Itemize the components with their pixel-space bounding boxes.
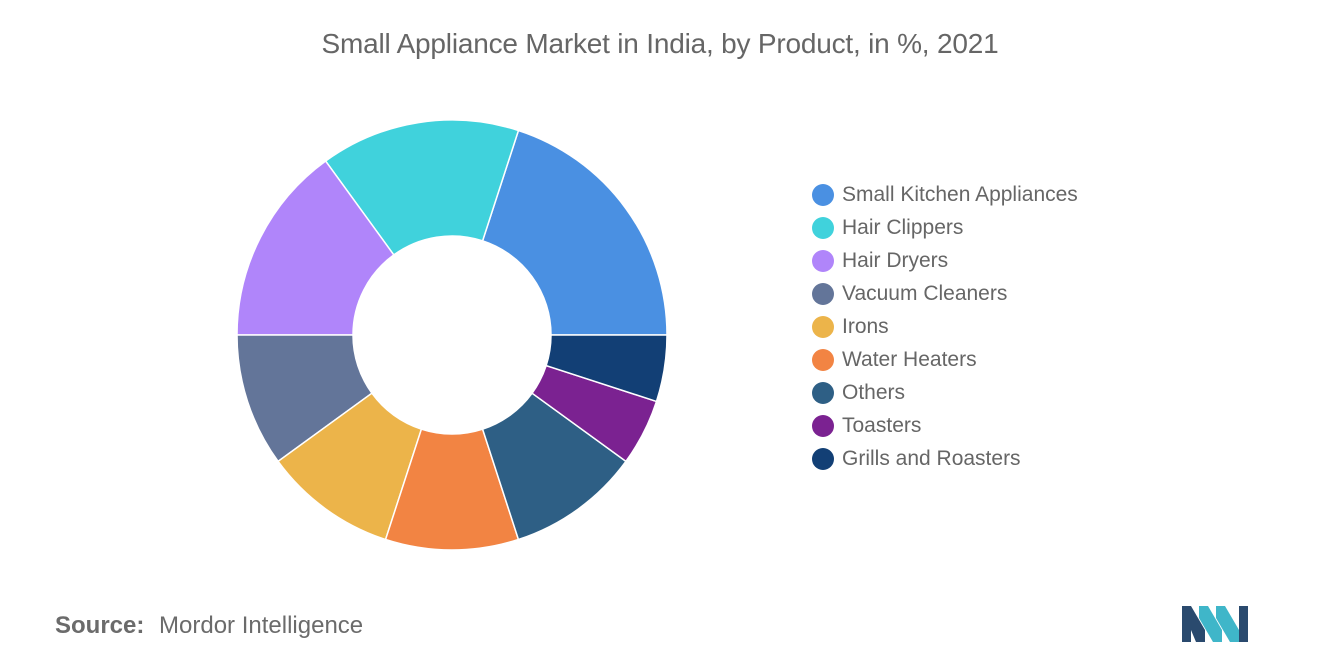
legend-item: Hair Clippers [812,211,1232,244]
source-note: Source: Mordor Intelligence [55,612,363,640]
legend-label: Others [842,380,906,404]
legend-swatch [812,216,834,239]
legend-item: Small Kitchen Appliances [812,178,1232,211]
legend-swatch [812,348,834,371]
legend-swatch [812,183,834,206]
legend-item: Grills and Roasters [812,442,1232,475]
legend-item: Others [812,376,1232,409]
legend-label: Hair Dryers [842,248,949,272]
legend-item: Water Heaters [812,343,1232,376]
legend-swatch [812,315,834,338]
legend-item: Vacuum Cleaners [812,277,1232,310]
legend-label: Water Heaters [842,347,977,371]
legend-swatch [812,447,834,470]
legend-swatch [812,414,834,437]
legend-label: Vacuum Cleaners [842,281,1008,305]
source-text: Mordor Intelligence [159,612,364,639]
legend-swatch [812,249,834,272]
chart-legend: Small Kitchen Appliances Hair Clippers Hai… [812,178,1232,475]
donut-slice-small-kitchen-appliances [481,129,668,336]
legend-label: Small Kitchen Appliances [842,182,1078,206]
legend-label: Irons [842,314,889,338]
legend-swatch [812,282,834,305]
mordor-intelligence-logo [1182,606,1248,642]
legend-label: Grills and Roasters [842,446,1021,470]
legend-swatch [812,381,834,404]
chart-title: Small Appliance Market in India, by Prod… [321,28,999,59]
donut-slice-grills-and-roasters [545,334,668,403]
donut-slice-hair-clippers [324,119,520,256]
legend-item: Irons [812,310,1232,343]
legend-item: Toasters [812,409,1232,442]
legend-label: Hair Clippers [842,215,964,239]
legend-item: Hair Dryers [812,244,1232,277]
donut-slice-hair-dryers [236,160,395,336]
source-label: Source: [55,612,145,639]
legend-label: Toasters [842,413,922,437]
